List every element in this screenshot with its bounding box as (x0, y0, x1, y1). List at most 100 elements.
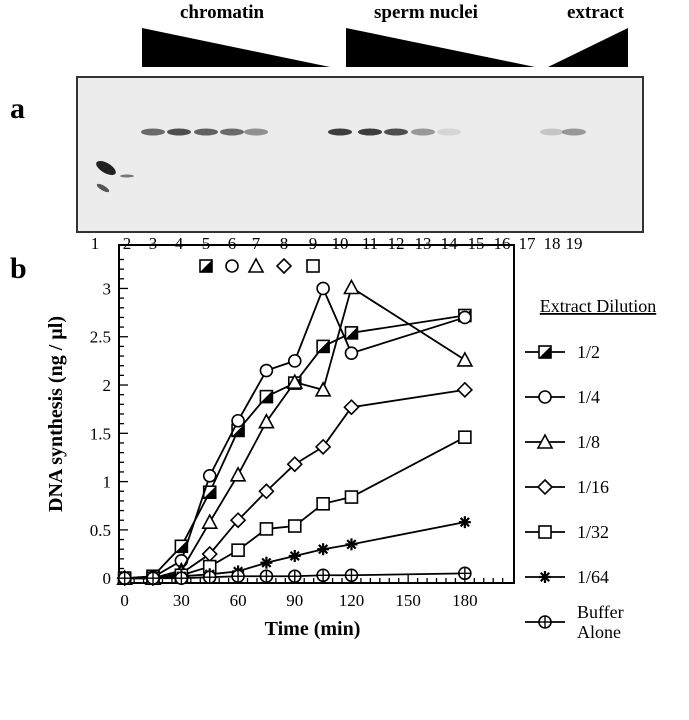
legend-label: 1/32 (577, 522, 609, 542)
gel-band (220, 128, 244, 136)
data-point (344, 568, 359, 583)
lane-number: 1 (90, 234, 100, 253)
gel-band (328, 128, 352, 136)
data-point (458, 516, 471, 529)
x-tick-label: 0 (120, 591, 129, 610)
data-point (288, 549, 301, 562)
lane-number: 9 (308, 234, 318, 253)
group-label-sperm-nuclei: sperm nuclei (374, 2, 478, 23)
lane-number: 15 (467, 234, 485, 253)
circle-icon (225, 259, 239, 273)
legend-label: Alone (577, 622, 621, 642)
gel-band (244, 128, 268, 136)
lane-number: 17 (518, 234, 536, 253)
data-point (260, 556, 273, 569)
data-point (314, 381, 332, 397)
sperm-nuclei-gradient-wedge (346, 28, 535, 67)
gel-panel (76, 28, 644, 233)
lane-number: 11 (361, 234, 379, 253)
data-point (458, 310, 472, 325)
data-point (316, 281, 330, 296)
data-point (259, 363, 274, 378)
data-point (316, 339, 330, 354)
series-line (124, 388, 465, 580)
data-point (174, 571, 189, 585)
data-point (258, 483, 275, 500)
data-point (201, 513, 219, 529)
data-point (458, 566, 472, 581)
data-point (456, 381, 473, 398)
data-point (316, 497, 330, 511)
extract-gradient-wedge (548, 28, 628, 67)
data-point (344, 326, 359, 340)
y-tick-label: 0 (103, 569, 112, 588)
series-1-2 (117, 308, 472, 585)
lane-number: 14 (440, 234, 458, 253)
lane-number: 3 (148, 234, 158, 253)
y-tick-label: 3 (103, 279, 112, 298)
data-point (202, 469, 217, 483)
series-buffer-alone (117, 566, 472, 585)
gel-band (167, 128, 191, 136)
lane-number: 5 (201, 234, 211, 253)
gel-band (194, 128, 218, 136)
plot-frame (118, 244, 515, 584)
panel-a-label: a (10, 92, 25, 125)
chromatin-gradient-wedge (142, 28, 330, 67)
triangle-icon (247, 257, 265, 273)
y-tick-label: 2 (103, 376, 112, 395)
x-tick-label: 90 (286, 591, 303, 610)
data-point (343, 399, 360, 416)
gel-band (384, 128, 408, 136)
y-tick-label: 0.5 (90, 521, 111, 540)
x-tick-label: 180 (452, 591, 478, 610)
data-point (316, 568, 330, 583)
legend-item: 1/64 (525, 567, 609, 587)
series-1-4 (117, 281, 472, 585)
half-filled-square-icon (199, 259, 213, 273)
gel-band (358, 128, 382, 136)
data-point (259, 522, 274, 536)
gel-band (96, 183, 110, 193)
data-point (259, 569, 274, 584)
series-line (124, 572, 465, 580)
gel-band (96, 161, 116, 175)
lane-number: 19 (565, 234, 583, 253)
series-line (124, 286, 466, 580)
square-icon (306, 259, 320, 273)
data-point (117, 571, 132, 585)
lane-number: 13 (414, 234, 432, 253)
legend: Extract Dilution 1/2 1/4 1/8 1/16 1/32 1/64 Buf… (525, 296, 656, 642)
data-point (231, 543, 245, 557)
data-point (287, 519, 302, 533)
data-point (231, 569, 245, 584)
gel-band (562, 128, 586, 136)
data-point (231, 413, 245, 428)
gel-image (76, 76, 644, 233)
data-point (259, 389, 274, 404)
data-point (345, 538, 358, 551)
gel-band (141, 128, 165, 136)
data-point (229, 466, 247, 482)
data-point (229, 512, 247, 529)
lane-number: 16 (493, 234, 511, 253)
gel-band (540, 128, 564, 136)
x-tick-label: 30 (173, 591, 190, 610)
y-tick-label: 1.5 (90, 424, 111, 443)
lane-number: 7 (251, 234, 261, 253)
legend-label: 1/2 (577, 342, 600, 362)
x-tick-label: 150 (395, 591, 421, 610)
data-point (344, 490, 359, 504)
gel-band (120, 174, 134, 178)
legend-label: 1/64 (577, 567, 609, 587)
data-point (456, 351, 474, 367)
data-point (458, 430, 472, 444)
lane-number: 8 (279, 234, 289, 253)
series-line (124, 286, 466, 580)
data-point (286, 456, 303, 473)
legend-item: 1/16 (525, 477, 609, 497)
lane-number: 6 (227, 234, 237, 253)
gel-bands (96, 128, 586, 193)
